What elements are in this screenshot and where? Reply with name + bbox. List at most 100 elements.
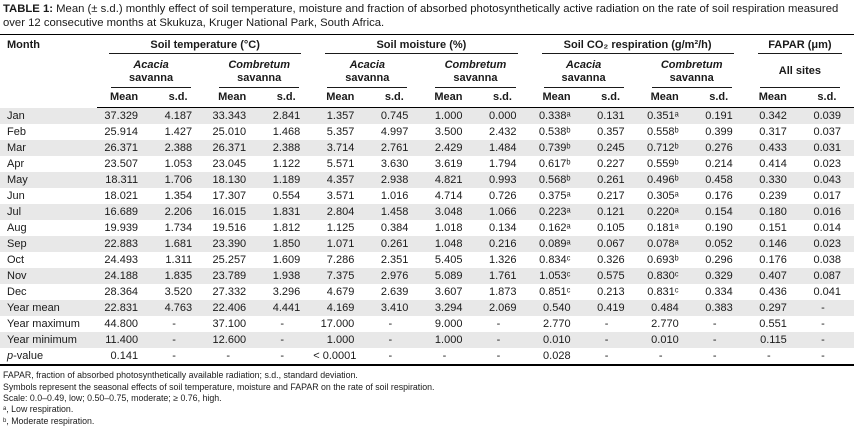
cell-value: 0.087: [813, 270, 841, 283]
subgroup-name: Combretum: [228, 58, 291, 71]
column-subgroup-label: Acacia savanna: [327, 57, 408, 89]
subgroup-name: Combretum: [660, 58, 723, 71]
cell-value: -: [766, 350, 771, 363]
row-label: p-value: [7, 350, 44, 363]
cell-value: 7.286: [326, 254, 355, 267]
cell-value: 0.121: [597, 206, 625, 219]
table-row: Year maximum 44.800 - 37.100 - 17.000 - 9.000 - 2…: [0, 316, 854, 332]
cell-value: 2.429: [434, 142, 463, 155]
cell-value: 2.432: [488, 126, 517, 139]
cell-value: 2.351: [380, 254, 409, 267]
cell-value: 0.134: [488, 222, 517, 235]
cell-value: 0.558ᵇ: [647, 126, 679, 139]
cell-value: 23.045: [212, 158, 247, 171]
cell-value: 1.794: [488, 158, 517, 171]
cell-value: 0.016: [813, 206, 841, 219]
cell-value: 0.351ᵃ: [647, 110, 679, 123]
cell-value: 27.332: [212, 286, 247, 299]
cell-value: 0.554: [272, 190, 301, 203]
cell-value: 0.141: [110, 350, 139, 363]
cell-value: 1.125: [326, 222, 355, 235]
cell-value: 0.617ᵇ: [538, 158, 571, 171]
cell-value: 2.206: [164, 206, 193, 219]
cell-value: 0.851ᶜ: [539, 286, 571, 299]
cell-value: -: [821, 350, 825, 363]
cell-value: 0.115: [760, 334, 787, 347]
cell-value: 3.714: [326, 142, 355, 155]
cell-value: 1.016: [380, 190, 409, 203]
cell-value: -: [388, 350, 393, 363]
cell-value: 0.078ᵃ: [647, 238, 679, 251]
data-table: Month Soil temperature (°C) Soil moisture …: [0, 34, 854, 367]
column-subgroup-label: Combretum savanna: [651, 57, 732, 89]
column-stat-header-sd: s.d.: [691, 88, 746, 109]
cell-value: 0.131: [597, 110, 625, 123]
table-row: Oct 24.493 1.311 25.257 1.609 7.286 2.351 5.405…: [0, 252, 854, 268]
cell-value: 0.010: [651, 334, 679, 347]
subgroup-subname: savanna: [129, 71, 174, 84]
column-group-header: FAPAR (μm): [746, 35, 854, 55]
cell-value: 1.048: [434, 238, 463, 251]
row-label: Year maximum: [7, 318, 80, 331]
cell-value: 1.484: [488, 142, 517, 155]
cell-value: 0.326: [597, 254, 625, 267]
cell-value: 26.371: [212, 142, 247, 155]
cell-value: 5.089: [434, 270, 463, 283]
column-subgroup-header: Acacia savanna: [313, 54, 421, 89]
cell-value: 0.414: [759, 158, 787, 171]
footnote-line: FAPAR, fraction of absorbed photosynthet…: [3, 370, 358, 381]
header-stat-row: Mean s.d. Mean s.d. Mean s.d. Mean s.d. Mean s.d.…: [0, 88, 854, 109]
cell-value: 1.053ᶜ: [539, 270, 571, 283]
cell-value: 0.028: [543, 350, 571, 363]
cell-value: 0.296: [705, 254, 733, 267]
cell-value: 1.071: [326, 238, 355, 251]
table-row: Jan 37.329 4.187 33.343 2.841 1.357 0.745 1.000…: [0, 107, 854, 125]
cell-value: 1.189: [272, 174, 301, 187]
cell-value: 0.540: [543, 302, 571, 315]
cell-value: 22.831: [104, 302, 139, 315]
subgroup-name: Acacia: [349, 58, 386, 71]
cell-value: 7.375: [326, 270, 355, 283]
cell-value: 0.261: [597, 174, 625, 187]
column-subgroup-header: Combretum savanna: [205, 54, 313, 89]
cell-value: 3.296: [272, 286, 301, 299]
cell-value: 16.689: [104, 206, 139, 219]
cell-value: 28.364: [104, 286, 139, 299]
cell-value: 1.468: [272, 126, 301, 139]
table-body: Jan 37.329 4.187 33.343 2.841 1.357 0.745 1.000…: [0, 107, 854, 366]
subgroup-name: Acacia: [565, 58, 602, 71]
cell-value: 44.800: [104, 318, 139, 331]
cell-value: -: [442, 350, 447, 363]
column-stat-header-sd: s.d.: [583, 88, 638, 109]
column-stat-header-sd: s.d.: [259, 88, 314, 109]
cell-value: 2.761: [380, 142, 409, 155]
column-subgroup-header: Acacia savanna: [97, 54, 205, 89]
cell-value: 0.227: [597, 158, 625, 171]
cell-value: 4.763: [164, 302, 193, 315]
column-subgroup-label: Acacia savanna: [543, 57, 624, 89]
cell-value: 0.000: [488, 110, 517, 123]
row-label: Jun: [7, 190, 25, 203]
cell-value: -: [604, 318, 609, 331]
cell-value: 0.039: [813, 110, 841, 123]
cell-value: 0.407: [759, 270, 787, 283]
cell-value: 0.181ᵃ: [647, 222, 679, 235]
cell-value: 2.388: [164, 142, 193, 155]
cell-value: 0.052: [705, 238, 733, 251]
cell-value: 1.831: [272, 206, 301, 219]
cell-value: 2.770: [543, 318, 571, 331]
column-stat-header-mean: Mean: [97, 88, 152, 109]
column-group-label: FAPAR (μm): [757, 35, 842, 55]
cell-value: 0.017: [813, 190, 841, 203]
cell-value: 0.180: [759, 206, 787, 219]
subgroup-subname: savanna: [669, 71, 714, 84]
cell-value: 4.169: [326, 302, 355, 315]
cell-value: 0.245: [597, 142, 625, 155]
cell-value: 1.053: [164, 158, 193, 171]
cell-value: 4.714: [434, 190, 463, 203]
cell-value: 0.575: [597, 270, 625, 283]
table-row: Aug 19.939 1.734 19.516 1.812 1.125 0.384 1.018…: [0, 220, 854, 236]
cell-value: 3.630: [380, 158, 409, 171]
cell-value: 37.329: [104, 110, 139, 123]
cell-value: -: [821, 302, 825, 315]
